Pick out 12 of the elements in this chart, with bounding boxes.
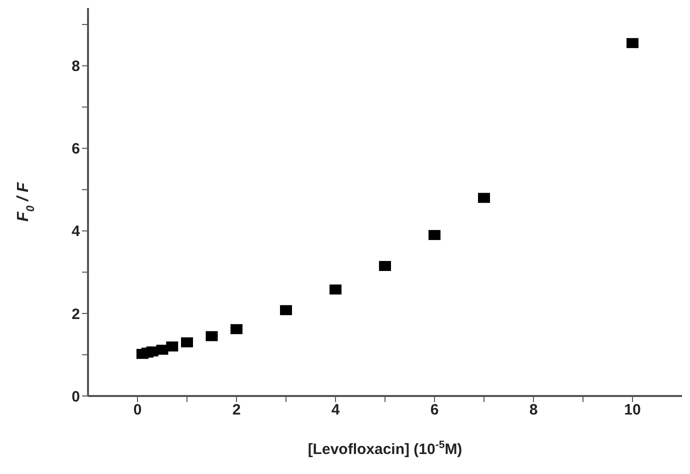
- x-tick-label: 6: [430, 402, 439, 419]
- x-tick-label: 10: [624, 402, 641, 419]
- y-tick-label: 2: [72, 306, 80, 323]
- y-tick-label: 8: [72, 58, 80, 76]
- x-axis-title: [Levofloxacin] (10$^{-5}$M): [308, 439, 462, 458]
- y-tick-label: 0: [72, 388, 80, 406]
- x-tick-label: 8: [529, 402, 538, 419]
- y-tick-label: 6: [72, 140, 80, 158]
- x-tick-label: 4: [331, 402, 340, 419]
- y-tick-label: 4: [72, 223, 81, 240]
- x-tick-label: 0: [133, 402, 142, 419]
- x-tick-label: 2: [232, 402, 241, 419]
